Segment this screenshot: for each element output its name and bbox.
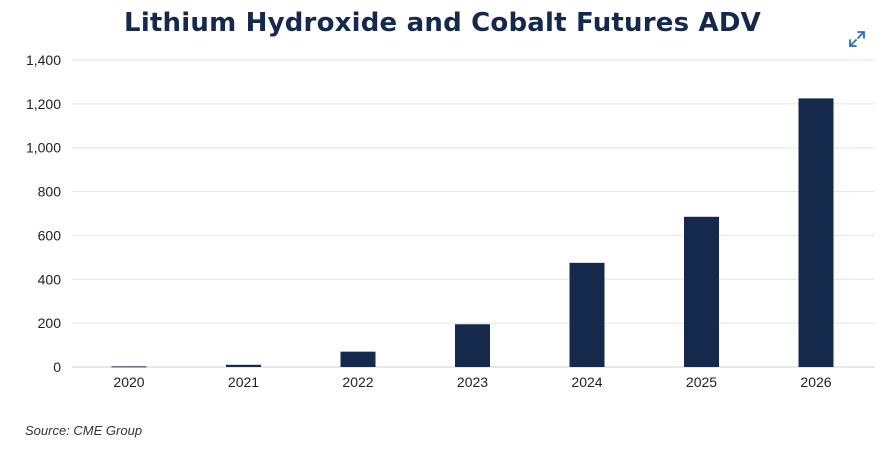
- bars: [111, 98, 834, 368]
- bar-2024: [569, 262, 605, 367]
- x-tick-label: 2025: [686, 374, 717, 390]
- y-tick-label: 1,200: [26, 96, 61, 112]
- bar-2021: [226, 364, 261, 367]
- y-axis-ticks: 0 200 400 600 800 1,000 1,200 1,400: [26, 52, 61, 375]
- bar-2023: [455, 324, 490, 367]
- bar-2026: [798, 98, 834, 367]
- expand-arrows-icon[interactable]: [846, 28, 868, 50]
- source-note: Source: CME Group: [25, 423, 143, 438]
- bar-2020: [111, 366, 147, 368]
- bar-2025: [684, 216, 719, 367]
- bar-2022: [340, 351, 376, 367]
- y-tick-label: 600: [38, 227, 62, 243]
- x-tick-label: 2023: [457, 374, 488, 390]
- y-tick-label: 0: [53, 359, 61, 375]
- y-tick-label: 800: [38, 184, 62, 200]
- x-tick-label: 2021: [228, 374, 259, 390]
- y-tick-label: 200: [38, 315, 62, 331]
- gridlines: [72, 59, 875, 368]
- x-tick-label: 2026: [800, 374, 831, 390]
- chart-title: Lithium Hydroxide and Cobalt Futures ADV: [124, 8, 761, 38]
- x-tick-label: 2022: [342, 374, 373, 390]
- y-tick-label: 1,000: [26, 140, 61, 156]
- x-tick-label: 2020: [113, 374, 144, 390]
- x-axis-ticks: 2020 2021 2022 2023 2024 2025 2026: [113, 374, 831, 390]
- x-tick-label: 2024: [571, 374, 602, 390]
- y-tick-label: 400: [38, 271, 62, 287]
- y-tick-label: 1,400: [26, 52, 61, 68]
